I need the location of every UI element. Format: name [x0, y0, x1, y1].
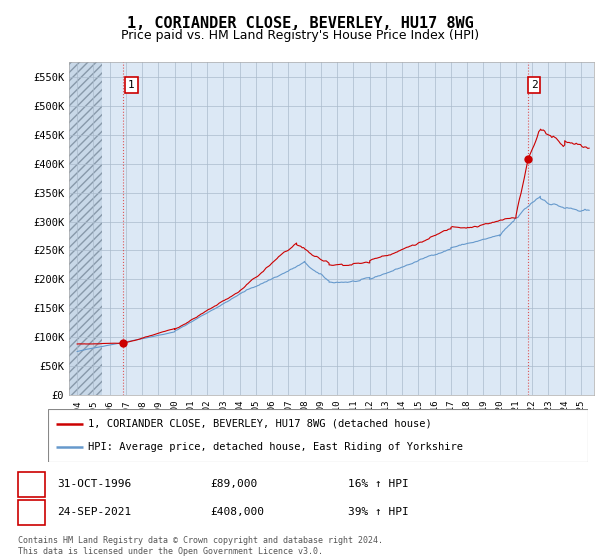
Text: 39% ↑ HPI: 39% ↑ HPI: [348, 507, 409, 517]
Text: 16% ↑ HPI: 16% ↑ HPI: [348, 479, 409, 489]
Bar: [69, 62, 101, 395]
FancyBboxPatch shape: [48, 409, 588, 462]
Text: Contains HM Land Registry data © Crown copyright and database right 2024.
This d: Contains HM Land Registry data © Crown c…: [18, 536, 383, 556]
Text: 2: 2: [28, 507, 35, 517]
Text: 31-OCT-1996: 31-OCT-1996: [57, 479, 131, 489]
Text: £89,000: £89,000: [210, 479, 257, 489]
Text: 1: 1: [128, 80, 135, 90]
Text: 24-SEP-2021: 24-SEP-2021: [57, 507, 131, 517]
Text: 1, CORIANDER CLOSE, BEVERLEY, HU17 8WG: 1, CORIANDER CLOSE, BEVERLEY, HU17 8WG: [127, 16, 473, 31]
Text: £408,000: £408,000: [210, 507, 264, 517]
Text: 2: 2: [531, 80, 538, 90]
Text: 1: 1: [28, 479, 35, 489]
Text: HPI: Average price, detached house, East Riding of Yorkshire: HPI: Average price, detached house, East…: [89, 442, 464, 452]
Text: 1, CORIANDER CLOSE, BEVERLEY, HU17 8WG (detached house): 1, CORIANDER CLOSE, BEVERLEY, HU17 8WG (…: [89, 419, 432, 429]
Text: Price paid vs. HM Land Registry's House Price Index (HPI): Price paid vs. HM Land Registry's House …: [121, 29, 479, 42]
